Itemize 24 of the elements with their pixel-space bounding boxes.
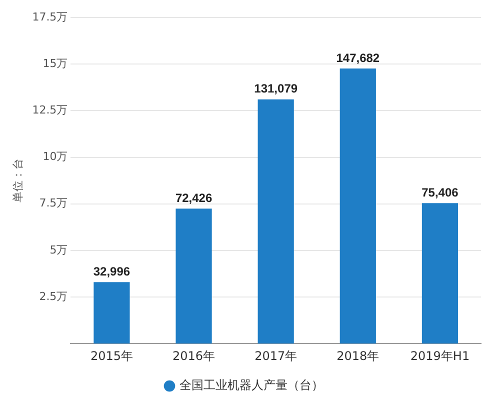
y-axis-title: 单位：台 xyxy=(11,158,24,203)
legend-label: 全国工业机器人产量（台） xyxy=(180,378,324,392)
bar xyxy=(258,99,294,344)
text: 131,079 xyxy=(254,82,298,96)
text: 32,996 xyxy=(93,264,130,278)
x-tick-label: 2016年 xyxy=(172,348,216,363)
bar xyxy=(176,208,212,344)
bar xyxy=(94,282,130,344)
x-tick-label: 2019年H1 xyxy=(410,348,470,363)
text: 147,682 xyxy=(336,50,380,65)
y-tick-label: 5万 xyxy=(50,243,68,256)
x-tick-label: 2017年 xyxy=(254,348,298,363)
text: 75,406 xyxy=(422,185,458,200)
bar xyxy=(340,68,376,344)
bar xyxy=(422,203,458,344)
y-tick-label: 12.5万 xyxy=(32,104,68,117)
x-tick-label: 2018年 xyxy=(336,348,380,363)
x-tick-label: 2015年 xyxy=(90,348,133,363)
y-tick-label: 2.5万 xyxy=(39,290,68,303)
y-tick-label: 17.5万 xyxy=(32,10,68,24)
y-tick-label: 15万 xyxy=(42,57,68,70)
y-tick-label: 10万 xyxy=(42,150,68,164)
y-tick-label: 7.5万 xyxy=(39,196,68,210)
text: 72,426 xyxy=(175,190,212,205)
